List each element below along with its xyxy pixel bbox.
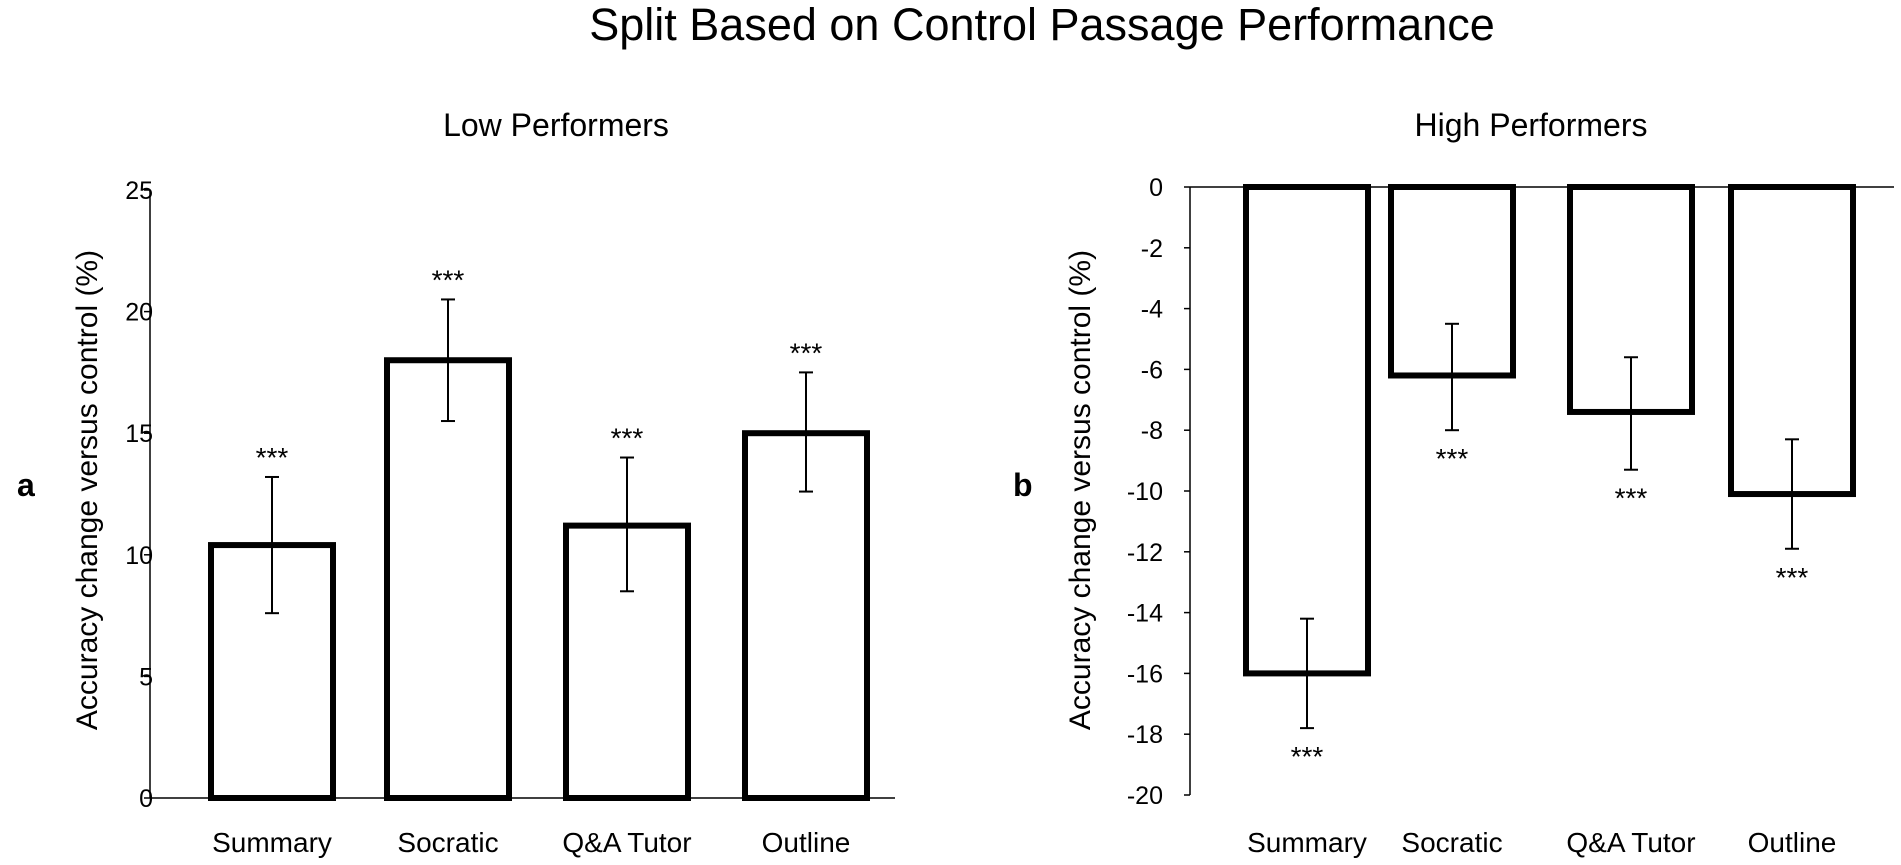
y-tick-label: -20 <box>1127 782 1163 810</box>
y-axis-label: Accuracy change versus control (%) <box>1064 250 1097 730</box>
y-tick-label: 5 <box>139 663 153 691</box>
figure-title: Split Based on Control Passage Performan… <box>589 0 1495 50</box>
y-tick-label: -18 <box>1127 721 1163 749</box>
category-label: Summary <box>1247 827 1367 858</box>
y-tick-label: 0 <box>1149 174 1163 202</box>
significance-annotation: *** <box>1436 443 1469 474</box>
y-tick-label: 25 <box>125 177 153 205</box>
significance-annotation: *** <box>1291 741 1324 772</box>
bar-socratic <box>384 357 512 801</box>
category-label: Q&A Tutor <box>562 827 691 858</box>
category-label: Outline <box>1748 827 1837 858</box>
panel-title: Low Performers <box>443 107 669 143</box>
y-tick-label: -10 <box>1127 478 1163 506</box>
significance-annotation: *** <box>790 337 823 368</box>
significance-annotation: *** <box>1776 562 1809 593</box>
y-tick-label: -8 <box>1141 417 1163 445</box>
y-tick-label: -2 <box>1141 235 1163 263</box>
category-label: Summary <box>212 827 332 858</box>
panel-label: a <box>17 467 35 503</box>
panel-b-high-performers: b High Performers Accuracy change versus c… <box>1013 107 1894 858</box>
y-tick-label: 15 <box>125 420 153 448</box>
panel-a-low-performers: a Low Performers Accuracy change versus co… <box>17 107 895 858</box>
y-tick-label: -6 <box>1141 356 1163 384</box>
panel-title: High Performers <box>1415 107 1648 143</box>
significance-annotation: *** <box>1615 483 1648 514</box>
y-tick-label: -4 <box>1141 296 1163 324</box>
category-label: Q&A Tutor <box>1566 827 1695 858</box>
y-tick-label: 10 <box>125 542 153 570</box>
panel-label: b <box>1013 467 1033 503</box>
y-tick-label: -16 <box>1127 660 1163 688</box>
significance-annotation: *** <box>432 264 465 295</box>
y-axis-label: Accuracy change versus control (%) <box>71 250 104 730</box>
significance-annotation: *** <box>256 442 289 473</box>
bar-summary <box>1243 184 1371 677</box>
y-tick-label: -14 <box>1127 600 1163 628</box>
category-label: Socratic <box>1401 827 1502 858</box>
y-tick-label: 0 <box>139 785 153 813</box>
y-tick-label: -12 <box>1127 539 1163 567</box>
y-tick-label: 20 <box>125 299 153 327</box>
significance-annotation: *** <box>611 423 644 454</box>
category-label: Outline <box>762 827 851 858</box>
category-label: Socratic <box>397 827 498 858</box>
